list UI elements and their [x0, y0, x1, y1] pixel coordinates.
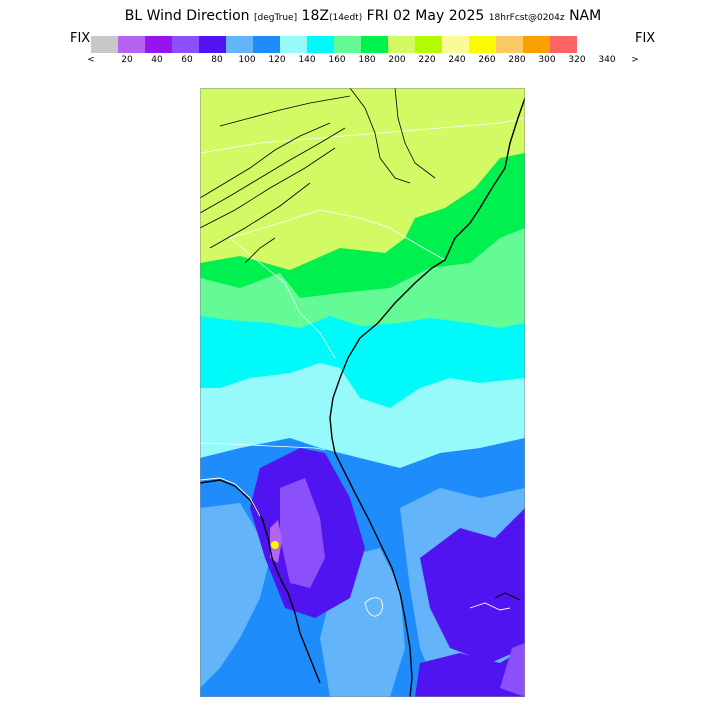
scale-tick-label: 320	[568, 55, 586, 65]
scale-tick-label: 240	[448, 55, 466, 65]
state-line-ga-fl	[200, 442, 326, 451]
wind-direction-map	[200, 88, 525, 697]
color-swatch	[415, 36, 442, 53]
state-line-nc-sc	[229, 209, 446, 261]
scale-tick-label: 260	[478, 55, 496, 65]
band-80-100-south	[415, 648, 525, 697]
scale-tick-label: 40	[151, 55, 163, 65]
terrain-contour-4	[209, 182, 311, 249]
scale-tick-label: 300	[538, 55, 556, 65]
terrain-contour-8	[244, 237, 276, 264]
title-forecast: 18hrFcst@0204z	[488, 13, 565, 23]
title-variable: BL Wind Direction	[124, 8, 250, 24]
scale-tick-label: 200	[388, 55, 406, 65]
scale-tick-label: 180	[358, 55, 376, 65]
band-60-80-east	[500, 643, 525, 697]
scale-tick-label: 20	[121, 55, 133, 65]
bahamas-outline	[469, 602, 511, 611]
color-scale	[91, 36, 577, 53]
scale-tick-label: >	[631, 55, 639, 65]
scale-tick-label: 60	[181, 55, 193, 65]
terrain-contour-7	[394, 88, 436, 179]
color-swatch	[361, 36, 388, 53]
terrain-contour-5	[219, 95, 351, 127]
color-swatch	[226, 36, 253, 53]
scale-tick-label: 100	[238, 55, 256, 65]
color-swatch	[469, 36, 496, 53]
scale-tick-label: 80	[211, 55, 223, 65]
chart-title: BL Wind Direction [degTrue] 18Z(14edt) F…	[0, 8, 726, 24]
band-60-80-core	[280, 478, 325, 588]
gulf-coast-white	[200, 477, 261, 517]
state-line-va-nc	[200, 117, 525, 154]
scale-tick-label: 160	[328, 55, 346, 65]
terrain-contour-3	[200, 147, 336, 229]
color-swatch	[307, 36, 334, 53]
band-80-100-east	[420, 508, 525, 663]
color-swatch	[118, 36, 145, 53]
color-swatch	[550, 36, 577, 53]
map-frame	[200, 88, 525, 697]
fix-label-left: FIX	[70, 31, 91, 46]
color-swatch	[145, 36, 172, 53]
color-scale-ticks: <20 40 60 80 100 120 140 160 180 200 220 240 260 280 3…	[87, 55, 639, 67]
lake-okeechobee	[364, 597, 383, 617]
map-svg	[200, 88, 525, 697]
terrain-contour-6	[349, 88, 411, 184]
color-swatch	[280, 36, 307, 53]
color-swatch	[334, 36, 361, 53]
fix-label-right: FIX	[635, 31, 656, 46]
color-swatch	[442, 36, 469, 53]
bahamas-coast	[494, 592, 521, 601]
scale-tick-label: 220	[418, 55, 436, 65]
color-swatch	[91, 36, 118, 53]
gulf-coastline	[200, 479, 321, 684]
atlantic-coastline	[329, 97, 525, 697]
title-model: NAM	[569, 8, 602, 24]
scale-tick-label: 120	[268, 55, 286, 65]
band-100-120-west	[200, 503, 270, 688]
terrain-contour-2	[200, 127, 346, 214]
title-valid-time: 18Z	[301, 8, 329, 24]
color-swatch	[199, 36, 226, 53]
color-swatch	[523, 36, 550, 53]
eddy-center	[271, 541, 279, 549]
scale-tick-label: <	[87, 55, 95, 65]
color-swatch	[253, 36, 280, 53]
scale-tick-label: 140	[298, 55, 316, 65]
color-swatch	[388, 36, 415, 53]
title-units: [degTrue]	[253, 13, 298, 23]
color-swatch	[172, 36, 199, 53]
color-swatch	[496, 36, 523, 53]
state-line-ga-sc	[229, 237, 336, 359]
scale-tick-label: 340	[598, 55, 616, 65]
title-date: FRI 02 May 2025	[366, 8, 485, 24]
terrain-contour-1	[200, 122, 331, 199]
scale-tick-label: 280	[508, 55, 526, 65]
title-local-time: (14edt)	[328, 13, 363, 23]
